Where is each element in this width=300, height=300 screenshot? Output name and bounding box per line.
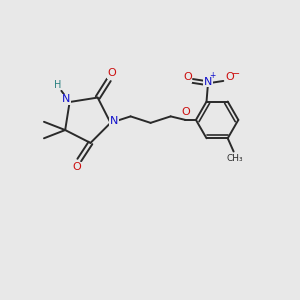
Text: CH₃: CH₃ [227,154,243,164]
Text: O: O [225,72,234,82]
Text: −: − [232,70,240,80]
Text: O: O [73,162,81,172]
Text: N: N [110,116,118,126]
Text: +: + [209,71,216,80]
Text: N: N [62,94,70,104]
Text: O: O [183,72,192,82]
Text: O: O [181,107,190,117]
Text: N: N [204,77,212,87]
Text: O: O [107,68,116,78]
Text: H: H [54,80,61,90]
